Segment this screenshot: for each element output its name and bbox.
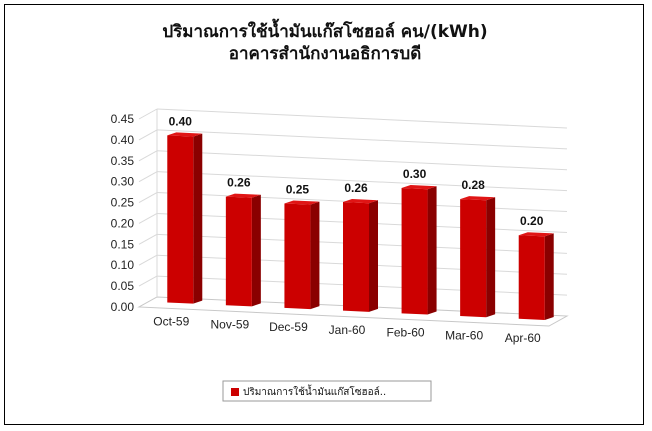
bar-side [427,186,437,315]
bar-front [343,201,369,312]
bar-side [193,133,203,304]
chart-frame: ปริมาณการใช้น้ำมันแก๊สโซฮอล์ คน/(kWh) อา… [4,4,644,425]
gridline-side [138,254,158,266]
bar [401,185,437,315]
y-tick-label: 0.15 [111,237,135,251]
chart-canvas: ปริมาณการใช้น้ำมันแก๊สโซฮอล์ คน/(kWh) อา… [111,18,569,402]
gridline [156,171,568,192]
bar-top [343,198,378,204]
data-label: 0.40 [169,114,193,128]
gridline [156,108,568,129]
gridline-side [138,171,158,183]
x-tick-label: Nov-59 [211,317,250,331]
bar [343,198,378,312]
data-label: 0.26 [227,176,251,190]
y-tick-label: 0.35 [111,154,135,168]
data-label: 0.30 [403,167,427,181]
y-axis: 0.00 0.05 0.10 0.15 0.20 0.25 0.30 0.35 0.40 0.45 [111,112,135,314]
x-tick-label: Jan-60 [329,323,366,337]
y-tick-label: 0.00 [111,300,135,314]
y-tick-label: 0.25 [111,196,135,210]
gridline-side [138,150,158,162]
y-tick-label: 0.30 [111,175,135,189]
legend: ปริมาณการใช้น้ำมันแก๊สโซฮอล์.. [222,380,432,402]
x-tick-label: Apr-60 [505,331,541,345]
legend-swatch [231,388,239,396]
gridline [156,150,568,171]
gridline [156,129,568,150]
chart-subtitle: อาคารสำนักงานอธิการบดี [229,43,422,64]
gridline-side [138,192,158,203]
x-tick-label: Oct-59 [153,315,189,329]
y-tick-label: 0.05 [111,279,135,293]
bar-front [225,196,252,307]
gridline-side [138,213,158,224]
bar-side [369,200,378,312]
gridline-side [138,275,158,287]
bar-top [460,196,496,201]
gridline-side [138,129,158,141]
x-tick-label: Feb-60 [387,326,425,340]
x-tick-label: Dec-59 [269,320,308,334]
legend-box [222,380,432,402]
bar-series [167,132,554,320]
bar-front [518,235,545,320]
legend-label: ปริมาณการใช้น้ำมันแก๊สโซฮอล์.. [243,384,386,398]
gridline-side [138,108,158,120]
bar-side [486,197,496,318]
bar-side [310,201,320,310]
bar [460,196,496,318]
x-axis: Oct-59 Nov-59 Dec-59 Jan-60 Feb-60 Mar-60 Apr-… [153,315,541,345]
bar [167,132,203,304]
data-label: 0.26 [344,181,368,195]
data-labels: 0.40 0.26 0.25 0.26 0.30 0.28 0.20 [169,114,544,228]
bar-top [225,193,261,198]
bar-front [460,199,487,318]
y-tick-label: 0.45 [111,112,135,126]
y-tick-label: 0.40 [111,133,135,147]
bar-front [167,135,194,304]
bar [518,232,554,320]
data-label: 0.25 [286,182,310,196]
gridline-side [138,233,158,245]
bar [284,200,320,310]
y-tick-label: 0.10 [111,258,135,272]
bar-top [518,232,554,237]
chart-title: ปริมาณการใช้น้ำมันแก๊สโซฮอล์ คน/(kWh) [162,18,487,42]
x-tick-label: Mar-60 [445,328,483,342]
data-label: 0.20 [520,214,544,228]
bar-side [544,233,554,320]
bar-front [401,188,428,315]
y-tick-label: 0.20 [111,216,135,230]
bar-side [251,194,261,307]
bar [225,193,261,307]
bar-top [167,132,203,137]
bar-top [401,185,437,190]
data-label: 0.28 [461,178,485,192]
bar-top [284,200,320,205]
bar-front [284,203,311,310]
